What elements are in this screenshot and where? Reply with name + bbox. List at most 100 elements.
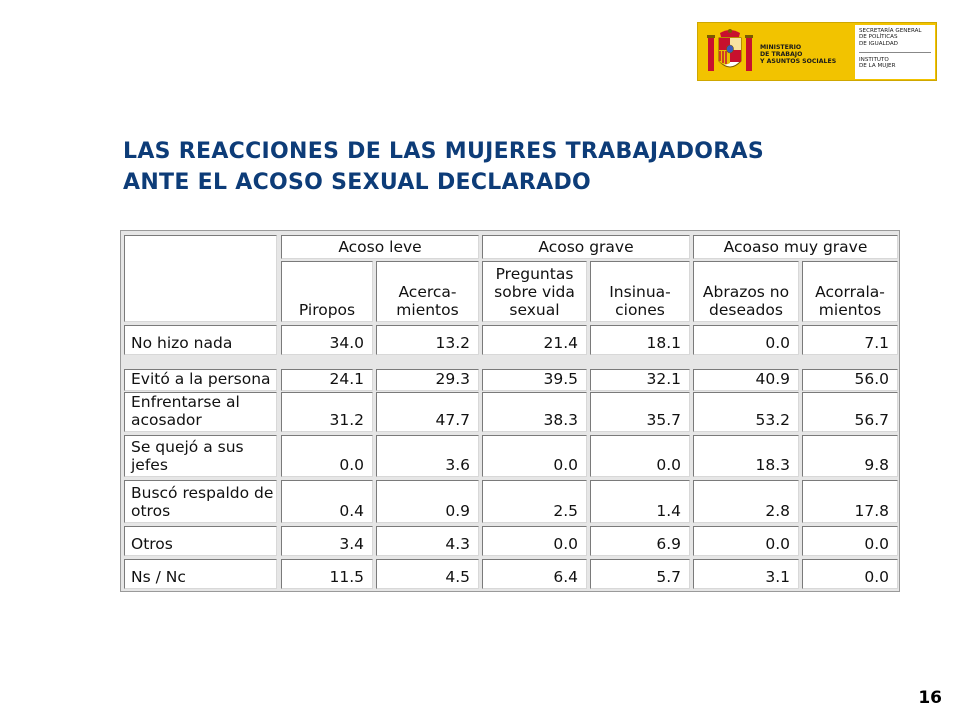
column-header: Abrazos no deseados (693, 261, 799, 322)
title-line-2: ANTE EL ACOSO SEXUAL DECLARADO (123, 170, 592, 195)
table-cell-text: 2.8 (765, 502, 790, 520)
title-line-1: LAS REACCIONES DE LAS MUJERES TRABAJADOR… (123, 139, 764, 164)
table-cell-text: 17.8 (854, 502, 889, 520)
table-cell-text: 29.3 (435, 370, 470, 388)
table-cell: 29.3 (376, 369, 479, 391)
row-label: Evitó a la persona (124, 369, 277, 391)
table-corner-cell (124, 235, 277, 322)
table-cell-text: 0.0 (864, 535, 889, 553)
table-cell-text: 4.3 (445, 535, 470, 553)
row-label: Se quejó a sus jefes (124, 435, 277, 477)
table-cell: 4.5 (376, 559, 479, 589)
row-label-text: Ns / Nc (131, 568, 186, 586)
table-cell-text: 2.5 (553, 502, 578, 520)
row-label-text: Otros (131, 535, 173, 553)
column-header-text: Acorrala- mientos (815, 283, 885, 319)
table-cell: 11.5 (281, 559, 373, 589)
table-cell: 1.4 (590, 480, 690, 523)
group-header: Acoso grave (482, 235, 690, 259)
table-cell: 3.6 (376, 435, 479, 477)
reactions-table: Acoso leve Acoso grave Acoaso muy grave Pir… (120, 230, 900, 592)
group-header-text: Acoso grave (538, 238, 634, 256)
ministry-logo: MINISTERIO DE TRABAJO Y ASUNTOS SOCIALES… (697, 22, 937, 81)
row-label-text: Buscó respaldo de otros (131, 484, 274, 520)
table-cell: 3.1 (693, 559, 799, 589)
table-cell: 2.5 (482, 480, 587, 523)
table-cell: 0.0 (693, 325, 799, 355)
table-cell-text: 21.4 (543, 334, 578, 352)
table-cell: 0.0 (802, 526, 898, 556)
table-cell-text: 40.9 (755, 370, 790, 388)
table-cell: 35.7 (590, 392, 690, 432)
table-cell-text: 0.0 (765, 535, 790, 553)
row-label: Otros (124, 526, 277, 556)
table-cell: 38.3 (482, 392, 587, 432)
table-cell-text: 0.0 (339, 456, 364, 474)
table-cell-text: 47.7 (435, 411, 470, 429)
column-header-text: Piropos (298, 301, 356, 319)
group-header: Acoso leve (281, 235, 479, 259)
table-cell: 6.9 (590, 526, 690, 556)
table-cell: 0.0 (693, 526, 799, 556)
column-header-text: Insinua- ciones (609, 283, 671, 319)
table-cell: 0.0 (482, 526, 587, 556)
row-label-text: Enfrentarse al acosador (131, 393, 240, 429)
column-header: Piropos (281, 261, 373, 322)
table-cell-text: 24.1 (329, 370, 364, 388)
group-header: Acoaso muy grave (693, 235, 898, 259)
row-label: No hizo nada (124, 325, 277, 355)
table-cell: 0.0 (802, 559, 898, 589)
table-cell: 18.1 (590, 325, 690, 355)
row-label-text: Se quejó a sus jefes (131, 438, 244, 474)
table-cell-text: 39.5 (543, 370, 578, 388)
table-cell: 47.7 (376, 392, 479, 432)
table-cell-text: 6.4 (553, 568, 578, 586)
table-cell-text: 3.4 (339, 535, 364, 553)
table-cell: 34.0 (281, 325, 373, 355)
column-header: Preguntas sobre vida sexual (482, 261, 587, 322)
table-cell-text: 18.1 (646, 334, 681, 352)
table-cell: 7.1 (802, 325, 898, 355)
table-cell: 0.9 (376, 480, 479, 523)
row-label-text: No hizo nada (131, 334, 233, 352)
table-cell: 21.4 (482, 325, 587, 355)
table-cell-text: 0.0 (864, 568, 889, 586)
table-cell: 0.0 (590, 435, 690, 477)
table-cell-text: 9.8 (864, 456, 889, 474)
column-header: Acorrala- mientos (802, 261, 898, 322)
table-cell: 2.8 (693, 480, 799, 523)
table-cell: 0.0 (482, 435, 587, 477)
table-cell-text: 31.2 (329, 411, 364, 429)
table-cell: 39.5 (482, 369, 587, 391)
column-header-text: Acerca- mientos (396, 283, 459, 319)
table-cell-text: 1.4 (656, 502, 681, 520)
table-cell-text: 53.2 (755, 411, 790, 429)
table-cell: 56.0 (802, 369, 898, 391)
table-cell-text: 0.9 (445, 502, 470, 520)
page-number: 16 (918, 688, 942, 708)
table-cell-text: 0.0 (765, 334, 790, 352)
column-header: Insinua- ciones (590, 261, 690, 322)
table-cell-text: 56.7 (854, 411, 889, 429)
table-cell-text: 7.1 (864, 334, 889, 352)
logo-divider (859, 52, 931, 53)
table-cell: 17.8 (802, 480, 898, 523)
table-cell-text: 13.2 (435, 334, 470, 352)
slide-title: LAS REACCIONES DE LAS MUJERES TRABAJADOR… (123, 136, 923, 198)
table-cell-text: 18.3 (755, 456, 790, 474)
column-header: Acerca- mientos (376, 261, 479, 322)
table-cell: 31.2 (281, 392, 373, 432)
table-cell: 53.2 (693, 392, 799, 432)
column-header-text: Preguntas sobre vida sexual (494, 265, 575, 319)
row-label: Buscó respaldo de otros (124, 480, 277, 523)
table-cell: 5.7 (590, 559, 690, 589)
coat-of-arms-icon (707, 29, 753, 71)
table-cell: 56.7 (802, 392, 898, 432)
table-cell: 18.3 (693, 435, 799, 477)
table-cell-text: 0.0 (656, 456, 681, 474)
table-cell: 32.1 (590, 369, 690, 391)
ministry-name: MINISTERIO DE TRABAJO Y ASUNTOS SOCIALES (760, 44, 837, 65)
table-cell-text: 11.5 (329, 568, 364, 586)
table-cell: 13.2 (376, 325, 479, 355)
table-cell-text: 3.1 (765, 568, 790, 586)
